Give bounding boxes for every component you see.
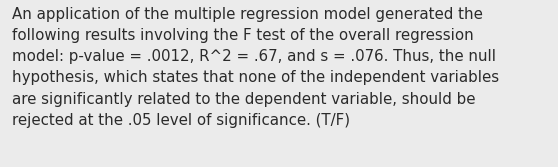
Text: An application of the multiple regression model generated the
following results : An application of the multiple regressio… xyxy=(12,7,499,128)
